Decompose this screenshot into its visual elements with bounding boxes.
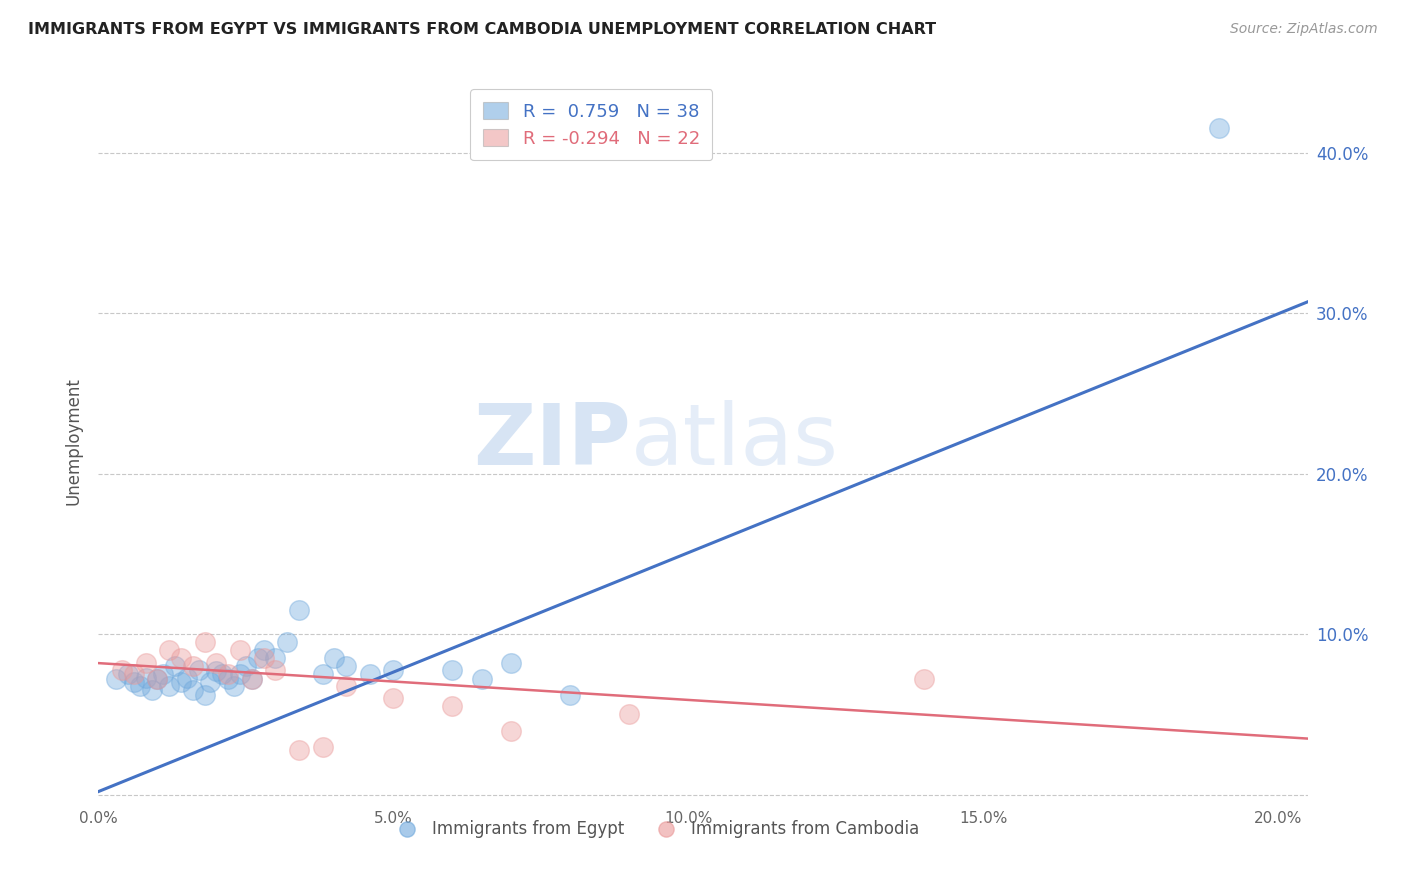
Point	[1208, 121, 1230, 136]
Point	[176, 671, 198, 685]
Point	[276, 635, 298, 649]
Point	[165, 659, 187, 673]
Point	[187, 663, 209, 677]
Point	[311, 739, 333, 754]
Point	[288, 743, 311, 757]
Point	[181, 659, 204, 673]
Point	[335, 659, 357, 673]
Point	[235, 659, 257, 673]
Point	[264, 663, 287, 677]
Point	[122, 675, 145, 690]
Point	[141, 683, 163, 698]
Legend: Immigrants from Egypt, Immigrants from Cambodia: Immigrants from Egypt, Immigrants from C…	[384, 814, 925, 845]
Point	[205, 656, 228, 670]
Point	[222, 679, 245, 693]
Point	[501, 723, 523, 738]
Point	[252, 651, 274, 665]
Point	[128, 679, 150, 693]
Point	[246, 651, 269, 665]
Point	[157, 643, 180, 657]
Point	[560, 688, 582, 702]
Point	[105, 672, 128, 686]
Point	[252, 643, 274, 657]
Point	[181, 683, 204, 698]
Point	[170, 675, 193, 690]
Point	[441, 699, 464, 714]
Point	[912, 672, 935, 686]
Point	[194, 635, 217, 649]
Point	[335, 679, 357, 693]
Point	[194, 688, 217, 702]
Text: Source: ZipAtlas.com: Source: ZipAtlas.com	[1230, 22, 1378, 37]
Point	[152, 667, 174, 681]
Text: ZIP: ZIP	[472, 400, 630, 483]
Point	[240, 672, 263, 686]
Point	[205, 664, 228, 678]
Point	[288, 603, 311, 617]
Point	[441, 663, 464, 677]
Point	[135, 671, 157, 685]
Point	[122, 667, 145, 681]
Point	[240, 672, 263, 686]
Point	[217, 672, 239, 686]
Text: atlas: atlas	[630, 400, 838, 483]
Point	[311, 667, 333, 681]
Point	[111, 663, 134, 677]
Point	[619, 707, 641, 722]
Point	[501, 656, 523, 670]
Point	[471, 672, 494, 686]
Point	[170, 651, 193, 665]
Point	[146, 672, 169, 686]
Point	[217, 667, 239, 681]
Point	[135, 656, 157, 670]
Point	[200, 675, 222, 690]
Point	[157, 679, 180, 693]
Point	[146, 672, 169, 686]
Point	[264, 651, 287, 665]
Point	[211, 667, 233, 681]
Point	[382, 663, 405, 677]
Point	[359, 667, 381, 681]
Point	[323, 651, 346, 665]
Text: IMMIGRANTS FROM EGYPT VS IMMIGRANTS FROM CAMBODIA UNEMPLOYMENT CORRELATION CHART: IMMIGRANTS FROM EGYPT VS IMMIGRANTS FROM…	[28, 22, 936, 37]
Point	[382, 691, 405, 706]
Point	[117, 667, 139, 681]
Point	[229, 643, 252, 657]
Y-axis label: Unemployment: Unemployment	[65, 377, 83, 506]
Point	[229, 667, 252, 681]
